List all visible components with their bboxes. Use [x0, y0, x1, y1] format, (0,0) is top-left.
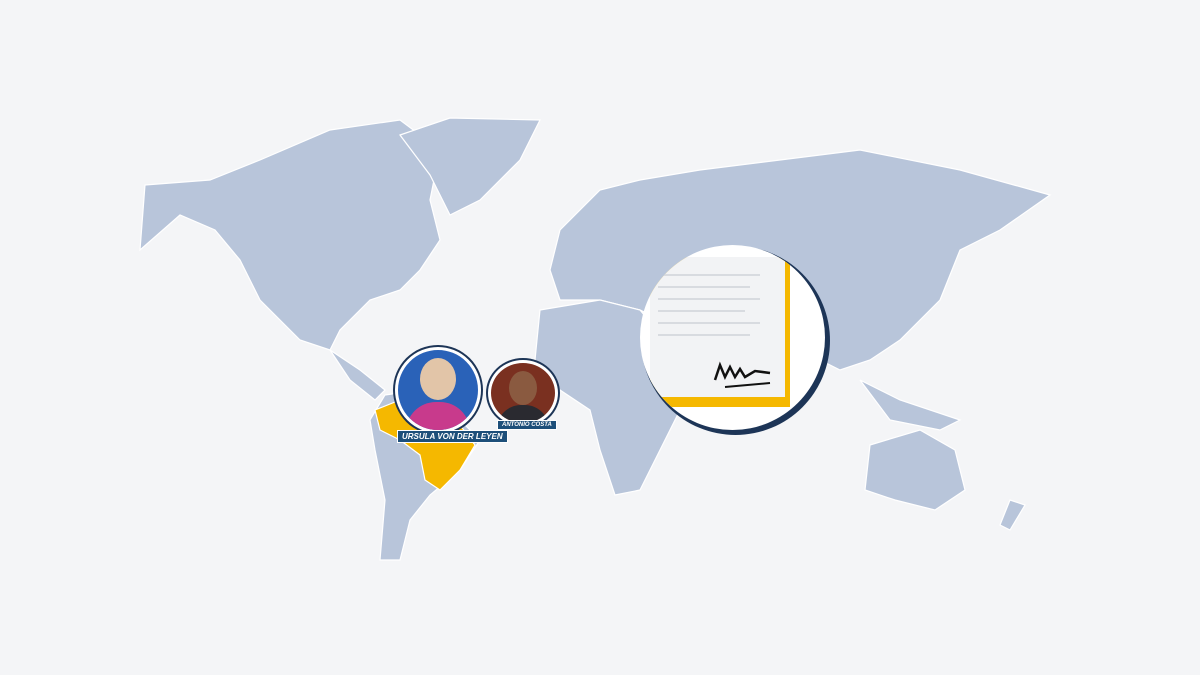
greenland: [399, 117, 541, 216]
signed-document-icon: [640, 245, 825, 430]
new-zealand: [999, 499, 1026, 531]
portrait-von-der-leyen: [395, 347, 481, 433]
australia: [864, 429, 966, 511]
portrait-costa: [488, 360, 558, 426]
north-america: [139, 119, 441, 351]
southeast-asia: [859, 379, 962, 431]
central-america: [329, 349, 386, 401]
label-costa: Antonio Costa: [497, 420, 557, 430]
label-von-der-leyen: Ursula von der Leyen: [397, 430, 508, 443]
